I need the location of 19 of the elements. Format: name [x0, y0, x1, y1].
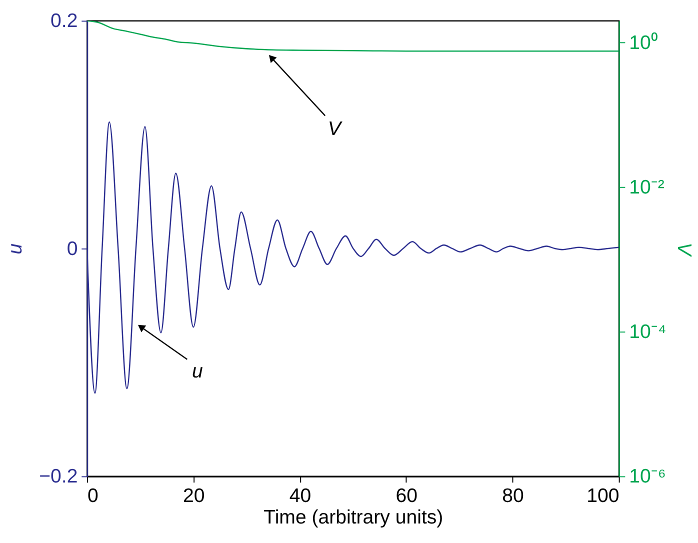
- y2-tick-label: 10⁻⁶: [629, 466, 666, 488]
- x-axis-title: Time (arbitrary units): [264, 506, 444, 529]
- x-tick-label: 100: [586, 485, 620, 508]
- y2-tick-label: 10⁻²: [629, 176, 665, 198]
- y2-axis-title: V: [672, 242, 695, 258]
- y-tick-label: 0: [66, 238, 78, 260]
- y-axis-title: u: [4, 243, 27, 254]
- x-tick-label: 60: [396, 485, 418, 508]
- line-series: [87, 20, 619, 52]
- y-tick-label: 0.2: [50, 10, 78, 32]
- y2-tick-label: 10⁻⁴: [629, 321, 666, 344]
- x-tick-label: 40: [289, 485, 312, 508]
- x-tick-label: 80: [502, 485, 524, 508]
- y2-tick-label: 10⁰: [629, 32, 658, 54]
- annotation: u: [192, 360, 204, 383]
- x-tick-label: 20: [182, 485, 205, 508]
- x-tick-label: 0: [87, 485, 98, 508]
- annotation: V: [328, 118, 343, 140]
- y-tick-label: −0.2: [39, 466, 78, 488]
